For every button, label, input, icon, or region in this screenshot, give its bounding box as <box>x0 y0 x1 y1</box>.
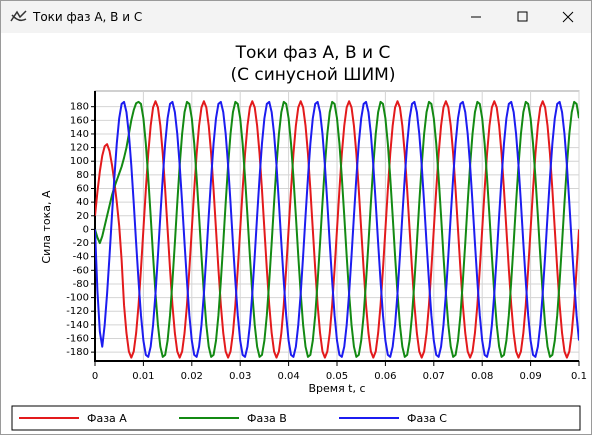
y-tick-label: 140 <box>70 129 89 140</box>
y-tick-label: -160 <box>66 334 89 345</box>
y-tick-label: 20 <box>76 211 89 222</box>
x-tick-label: 0.02 <box>181 371 203 382</box>
y-axis-label: Сила тока, А <box>40 190 53 264</box>
y-tick-label: -140 <box>66 320 89 331</box>
series-line <box>95 100 579 358</box>
chart: Токи фаз А, В и С (С синусной ШИМ) Сила … <box>11 43 587 431</box>
x-tick-label: 0.05 <box>326 371 348 382</box>
y-tick-label: 40 <box>76 197 89 208</box>
y-tick-label: -60 <box>73 265 89 276</box>
x-tick-label: 0.01 <box>132 371 154 382</box>
x-tick-label: 0.1 <box>571 371 587 382</box>
x-tick-label: 0.08 <box>471 371 493 382</box>
y-tick-label: -180 <box>66 347 89 358</box>
maximize-button[interactable] <box>517 11 528 22</box>
series-line <box>95 100 579 358</box>
legend-label: Фаза А <box>87 412 127 425</box>
y-tick-label: -80 <box>73 279 89 290</box>
x-tick-label: 0.06 <box>374 371 396 382</box>
x-tick-label: 0.07 <box>423 371 445 382</box>
title-bar: Токи фаз А, В и С <box>1 1 591 33</box>
app-icon <box>10 10 27 22</box>
y-tick-label: -120 <box>66 306 89 317</box>
legend-box <box>11 405 581 431</box>
y-tick-label: 100 <box>70 156 89 167</box>
x-tick-label: 0 <box>92 371 98 382</box>
series-line <box>95 100 579 359</box>
y-tick-label: 0 <box>83 224 89 235</box>
window-title: Токи фаз А, В и С <box>33 10 143 24</box>
y-tick-label: 120 <box>70 143 89 154</box>
y-tick-label: -20 <box>73 238 89 249</box>
window-controls[interactable] <box>451 1 591 33</box>
close-button[interactable] <box>562 11 574 23</box>
chart-title: Токи фаз А, В и С <box>235 43 391 63</box>
y-tick-label: 60 <box>76 184 89 195</box>
x-tick-label: 0.09 <box>519 371 541 382</box>
legend-label: Фаза С <box>407 412 447 425</box>
x-tick-label: 0.04 <box>277 371 299 382</box>
x-tick-label: 0.03 <box>229 371 251 382</box>
y-tick-label: 80 <box>76 170 89 181</box>
legend-label: Фаза В <box>247 412 287 425</box>
y-tick-label: 160 <box>70 115 89 126</box>
chart-subtitle: (С синусной ШИМ) <box>231 65 396 85</box>
y-tick-label: 180 <box>70 102 89 113</box>
y-tick-label: -100 <box>66 293 89 304</box>
y-tick-label: -40 <box>73 252 89 263</box>
x-axis-label: Время t, c <box>308 382 365 395</box>
